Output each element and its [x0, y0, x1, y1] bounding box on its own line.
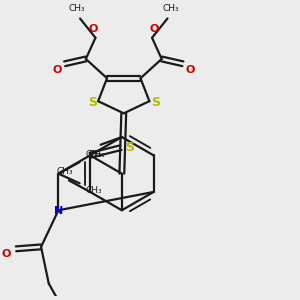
Text: O: O: [89, 24, 98, 34]
Text: O: O: [186, 64, 195, 75]
Text: CH₃: CH₃: [88, 150, 105, 159]
Text: S: S: [151, 96, 160, 109]
Text: CH₃: CH₃: [85, 185, 102, 194]
Text: S: S: [88, 96, 97, 109]
Text: O: O: [52, 64, 62, 75]
Text: O: O: [2, 249, 11, 259]
Text: O: O: [149, 24, 159, 34]
Text: CH₃: CH₃: [162, 4, 179, 14]
Text: CH₃: CH₃: [85, 150, 102, 159]
Text: S: S: [125, 141, 134, 154]
Text: CH₃: CH₃: [57, 167, 74, 176]
Text: CH₃: CH₃: [69, 4, 86, 14]
Text: N: N: [54, 206, 63, 216]
